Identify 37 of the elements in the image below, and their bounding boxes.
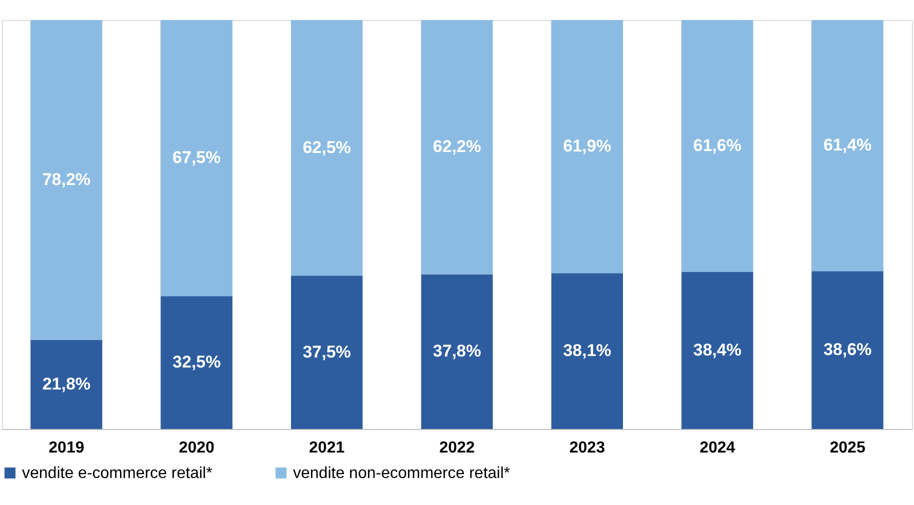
bar	[160, 296, 232, 429]
bar	[551, 20, 623, 274]
data-label: 78,2%	[42, 170, 91, 189]
bar	[30, 340, 102, 429]
bar	[30, 20, 102, 340]
x-tick-label: 2020	[178, 440, 215, 456]
data-label: 62,5%	[302, 138, 351, 157]
bar	[682, 272, 754, 429]
bar	[291, 276, 363, 429]
bar	[682, 20, 754, 272]
data-label: 37,5%	[302, 342, 351, 362]
data-label: 67,5%	[172, 148, 221, 168]
bar	[551, 273, 623, 429]
data-label: 62,2%	[432, 137, 482, 156]
bar	[421, 20, 493, 274]
x-tick-label: 2024	[700, 440, 736, 456]
legend-label: vendite e-commerce retail*	[22, 465, 212, 482]
x-tick-label: 2019	[48, 440, 84, 456]
data-label: 61,9%	[563, 136, 612, 156]
x-tick-label: 2021	[309, 440, 345, 456]
data-label: 61,4%	[823, 136, 872, 155]
data-label: 61,6%	[693, 136, 742, 155]
data-label: 38,1%	[563, 341, 612, 360]
bar	[291, 20, 363, 276]
bar	[421, 274, 493, 429]
data-label: 21,8%	[42, 374, 91, 394]
data-label: 38,6%	[823, 340, 872, 360]
x-tick-label: 2023	[569, 440, 606, 456]
x-tick-label: 2022	[439, 440, 475, 456]
bar	[812, 271, 884, 429]
legend-label: vendite non-ecommerce retail*	[293, 465, 510, 482]
x-tick-label: 2025	[830, 440, 866, 456]
data-label: 37,8%	[432, 342, 482, 361]
data-label: 38,4%	[693, 340, 742, 360]
bar	[812, 20, 884, 272]
data-label: 32,5%	[172, 352, 221, 372]
bar	[160, 20, 232, 296]
